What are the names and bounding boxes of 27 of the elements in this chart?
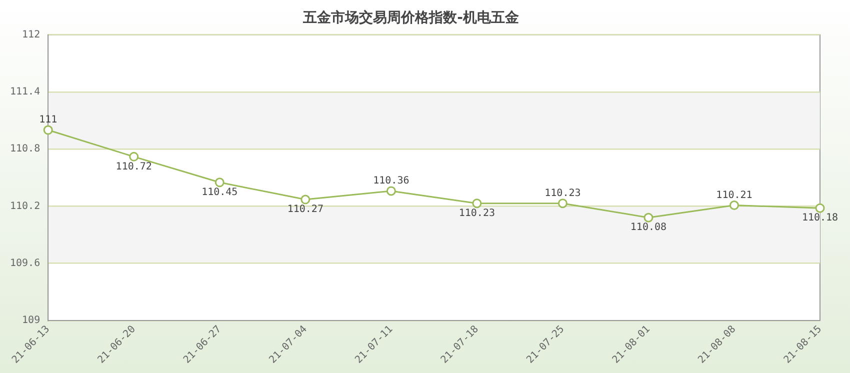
y-tick-label: 109 <box>22 315 40 326</box>
data-label: 110.18 <box>802 212 838 224</box>
point <box>558 198 568 208</box>
point <box>129 152 139 162</box>
data-label: 110.36 <box>373 176 410 187</box>
point <box>472 198 482 208</box>
data-label: 110.23 <box>458 208 495 219</box>
point <box>214 178 224 188</box>
data-label: 110.27 <box>287 204 324 216</box>
y-tick-label: 111.4 <box>10 86 40 98</box>
y-tick-label: 110.2 <box>10 200 40 212</box>
point <box>300 194 310 204</box>
y-tick-label: 109.6 <box>10 258 40 269</box>
point <box>729 200 739 210</box>
y-tick-label: 110.8 <box>10 144 40 155</box>
point <box>815 203 825 213</box>
point <box>644 212 654 222</box>
data-label: 110.45 <box>202 186 238 198</box>
y-tick-label: 112 <box>22 29 40 40</box>
data-label: 110.21 <box>716 190 752 201</box>
chart-title: 五金市场交易周价格指数-机电五金 <box>302 9 520 26</box>
data-label: 110.23 <box>544 188 581 199</box>
point <box>386 186 396 196</box>
data-label: 111 <box>39 114 58 126</box>
data-label: 110.08 <box>630 222 667 234</box>
point <box>43 125 53 135</box>
data-label: 110.72 <box>116 161 152 172</box>
